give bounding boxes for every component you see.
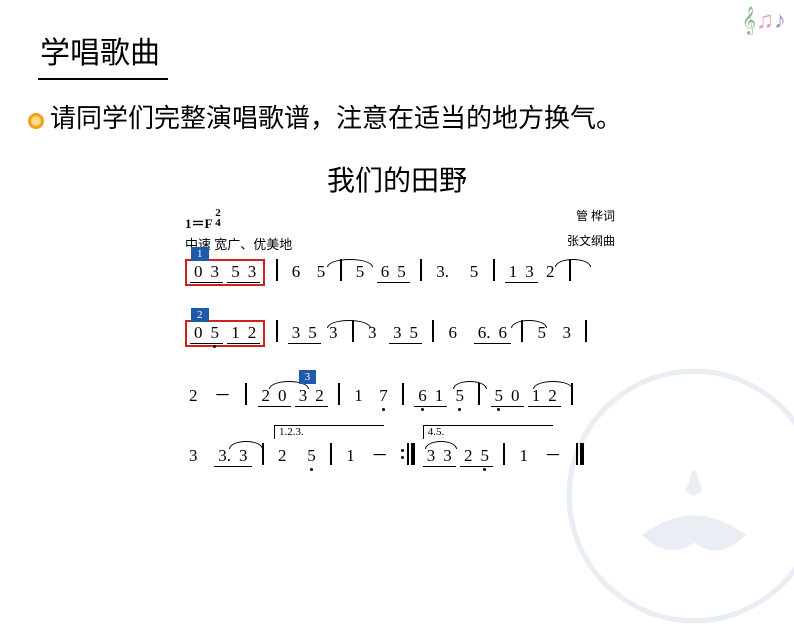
instruction-text: 请同学们完整演唱歌谱，注意在适当的地方换气。 <box>50 104 622 133</box>
repeat-bar <box>401 443 415 470</box>
bullet-icon <box>28 113 44 129</box>
music-line-4: 3 3.3 1.2.3. 2 5 1 － 4.5. 33 25 1 － <box>185 441 794 470</box>
composer: 张文纲曲 <box>567 234 615 253</box>
song-title: 我们的田野 <box>0 159 794 199</box>
volta-2: 4.5. <box>423 425 553 439</box>
volta-1: 1.2.3. <box>274 425 384 439</box>
red-box-2: 2 05 12 <box>185 320 265 347</box>
lyricist: 管 桦词 <box>576 209 615 232</box>
marker-3: 3 <box>299 370 317 384</box>
corner-music-icons: 𝄞♫♪ <box>742 8 786 35</box>
music-line-1: 1 03 53 6 5 5 65 3. 5 13 2 <box>185 259 794 286</box>
final-barline <box>576 443 584 470</box>
red-box-1: 1 03 53 <box>185 259 265 286</box>
music-line-2: 2 05 12 35 3 3 35 6 6.6 5 3 <box>185 320 794 347</box>
music-line-3: 2 － 20 3 32 1 7 61 5 50 12 <box>185 381 794 407</box>
section-title: 学唱歌曲 <box>38 28 168 80</box>
marker-2: 2 <box>191 308 209 322</box>
key-signature: 1＝F 24 <box>185 209 221 232</box>
marker-1: 1 <box>191 247 209 261</box>
instruction-row: 请同学们完整演唱歌谱，注意在适当的地方换气。 <box>0 80 794 135</box>
